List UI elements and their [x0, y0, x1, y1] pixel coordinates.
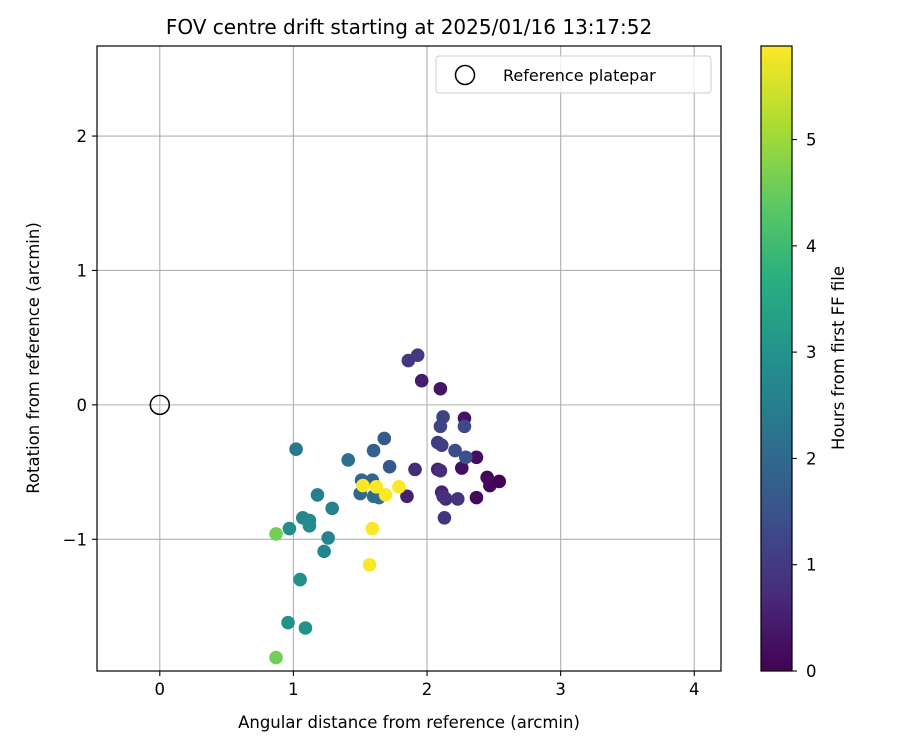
x-tick-label: 1 [288, 680, 299, 699]
data-point [457, 419, 472, 434]
data-point [448, 443, 462, 458]
data-point [433, 419, 448, 434]
data-point [310, 488, 325, 502]
colorbar-tick-label: 1 [806, 556, 817, 575]
colorbar-tick-label: 2 [806, 449, 817, 468]
colorbar-tick-label: 0 [806, 662, 817, 681]
data-point [365, 521, 380, 536]
data-point [325, 501, 339, 516]
data-point [434, 438, 449, 452]
y-axis-label: Rotation from reference (arcmin) [24, 222, 43, 494]
data-point [408, 462, 422, 477]
data-point [298, 621, 313, 635]
data-point [414, 373, 429, 388]
data-point [377, 431, 392, 446]
data-point [289, 442, 303, 457]
data-point [458, 450, 473, 465]
data-point [317, 544, 331, 559]
colorbar-tick-label: 5 [806, 131, 817, 150]
data-point [269, 527, 283, 541]
legend-box [435, 55, 712, 94]
legend: Reference platepar [435, 55, 712, 94]
y-tick-label: −1 [63, 530, 87, 549]
y-axis-ticks: −1 0 1 2 [63, 127, 97, 549]
y-tick-label: 1 [77, 261, 88, 280]
data-point [382, 459, 397, 474]
data-point [392, 480, 406, 494]
data-point [281, 615, 295, 630]
x-tick-label: 3 [555, 680, 566, 699]
data-point [454, 461, 469, 475]
data-points [269, 348, 506, 665]
data-point [469, 450, 484, 465]
data-point [302, 519, 317, 533]
colorbar-tick-label: 4 [806, 237, 817, 256]
reference-platepar-marker [149, 394, 171, 416]
colorbar-label: Hours from first FF file [829, 266, 848, 450]
chart-title: FOV centre drift starting at 2025/01/16 … [166, 15, 652, 39]
data-point [400, 489, 414, 504]
x-tick-label: 0 [155, 680, 166, 699]
data-point [341, 453, 356, 467]
data-point [282, 521, 297, 536]
data-point [321, 531, 335, 545]
x-axis-ticks: 0 1 2 3 4 [155, 671, 700, 699]
legend-label-reference: Reference platepar [503, 66, 656, 85]
data-point [378, 488, 393, 502]
colorbar-tick-label: 3 [806, 343, 817, 362]
data-point [293, 572, 307, 587]
data-point [369, 480, 384, 494]
colorbar-ticks: 0 1 2 3 4 5 [792, 131, 817, 681]
colorbar-gradient [760, 45, 793, 672]
plot-frame [96, 45, 722, 672]
grid [97, 46, 721, 671]
colorbar: 0 1 2 3 4 5 Hours from first FF file [760, 45, 848, 681]
data-point [450, 492, 465, 506]
data-point [362, 558, 377, 572]
y-tick-label: 0 [77, 396, 88, 415]
x-tick-label: 4 [689, 680, 700, 699]
x-axis-label: Angular distance from reference (arcmin) [238, 713, 580, 732]
legend-marker-reference [454, 64, 476, 86]
data-point [433, 463, 448, 478]
data-point [469, 490, 484, 505]
data-point [269, 650, 283, 665]
data-point [366, 443, 381, 458]
data-point [356, 478, 370, 493]
data-point [480, 470, 494, 485]
data-point [437, 510, 452, 525]
x-tick-label: 2 [422, 680, 433, 699]
data-point [433, 381, 448, 396]
data-point [436, 489, 450, 504]
y-tick-label: 2 [77, 127, 88, 146]
data-point [410, 348, 425, 362]
